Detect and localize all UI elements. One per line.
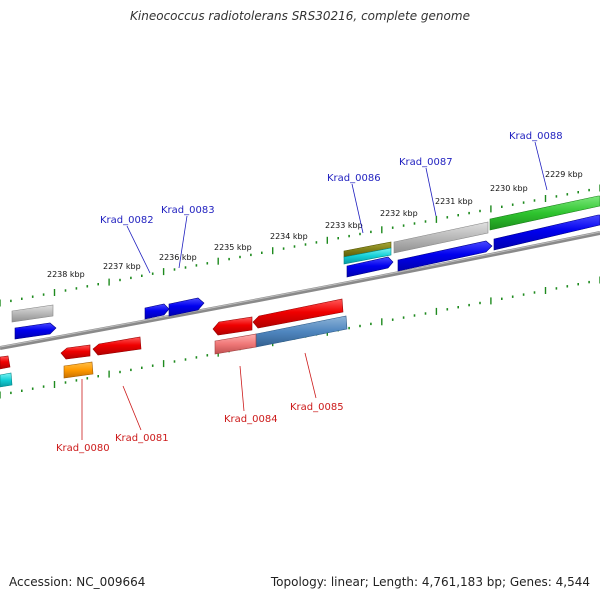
gene-label-bottom[interactable]: Krad_0085 bbox=[290, 402, 344, 413]
gene-label-top[interactable]: Krad_0087 bbox=[399, 157, 453, 168]
gene-label-bottom[interactable]: Krad_0084 bbox=[224, 414, 278, 425]
scale-label: 2231 kbp bbox=[435, 197, 473, 206]
gene-label-top[interactable]: Krad_0083 bbox=[161, 205, 215, 216]
gene-feature[interactable] bbox=[343, 247, 392, 265]
scale-label: 2236 kbp bbox=[159, 253, 197, 262]
gene-feature[interactable] bbox=[0, 372, 13, 388]
upper-strand-features bbox=[11, 195, 600, 340]
scale-ticks-upper bbox=[0, 184, 600, 307]
scale-label: 2233 kbp bbox=[325, 221, 363, 230]
gene-feature[interactable] bbox=[397, 240, 493, 272]
gene-feature[interactable] bbox=[393, 221, 489, 254]
gene-feature[interactable] bbox=[11, 304, 54, 323]
gene-feature[interactable] bbox=[92, 336, 142, 356]
scale-label: 2229 kbp bbox=[545, 170, 583, 179]
scale-labels: 2229 kbp 2230 kbp 2231 kbp 2232 kbp 2233… bbox=[47, 170, 583, 279]
genome-backbone-highlight bbox=[0, 231, 600, 348]
scale-label: 2235 kbp bbox=[214, 243, 252, 252]
gene-feature[interactable] bbox=[252, 298, 344, 329]
gene-feature[interactable] bbox=[212, 316, 253, 336]
scale-label: 2230 kbp bbox=[490, 184, 528, 193]
scale-label: 2238 kbp bbox=[47, 270, 85, 279]
genome-backbone bbox=[0, 231, 600, 350]
scale-label: 2232 kbp bbox=[380, 209, 418, 218]
gene-feature[interactable] bbox=[14, 322, 57, 340]
genome-summary-text: Topology: linear; Length: 4,761,183 bp; … bbox=[270, 575, 590, 589]
gene-feature[interactable] bbox=[493, 214, 600, 251]
gene-feature[interactable] bbox=[214, 333, 257, 355]
gene-feature[interactable] bbox=[63, 361, 94, 379]
gene-feature[interactable] bbox=[168, 297, 205, 317]
scale-label: 2237 kbp bbox=[103, 262, 141, 271]
scale-label: 2234 kbp bbox=[270, 232, 308, 241]
gene-feature[interactable] bbox=[0, 355, 11, 370]
gene-label-top[interactable]: Krad_0088 bbox=[509, 131, 563, 142]
lower-strand-features bbox=[0, 298, 348, 388]
gene-label-top[interactable]: Krad_0086 bbox=[327, 173, 381, 184]
accession-text: Accession: NC_009664 bbox=[9, 575, 146, 589]
gene-label-top[interactable]: Krad_0082 bbox=[100, 215, 154, 226]
gene-label-bottom[interactable]: Krad_0080 bbox=[56, 443, 110, 454]
map-title: Kineococcus radiotolerans SRS30216, comp… bbox=[130, 9, 470, 23]
gene-labels: Krad_0088 Krad_0087 Krad_0086 Krad_0083 … bbox=[56, 131, 563, 454]
gene-feature[interactable] bbox=[144, 303, 170, 320]
label-leaders bbox=[81, 141, 548, 440]
gene-label-bottom[interactable]: Krad_0081 bbox=[115, 433, 169, 444]
gene-feature[interactable] bbox=[60, 344, 91, 360]
gene-feature[interactable] bbox=[346, 256, 394, 278]
gene-feature[interactable] bbox=[489, 195, 600, 231]
